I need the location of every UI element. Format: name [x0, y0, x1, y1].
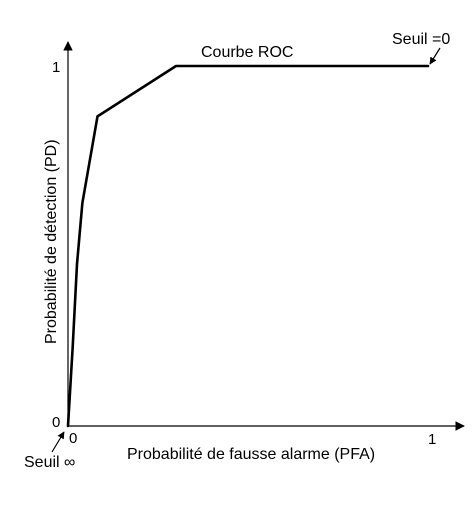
annotation-seuil-infini: Seuil ∞ — [24, 454, 75, 471]
y-tick-label-0: 0 — [52, 414, 60, 431]
x-tick-label-0: 0 — [69, 430, 77, 447]
roc-curve-line — [66, 64, 430, 428]
y-tick-label-1: 1 — [52, 59, 60, 76]
series-label-roc: Courbe ROC — [201, 44, 293, 61]
annotation-seuil-zero: Seuil =0 — [392, 31, 450, 48]
y-axis-label: Probabilité de détection (PD) — [43, 139, 60, 344]
x-axis-label: Probabilité de fausse alarme (PFA) — [127, 446, 375, 463]
annotation-seuil-zero-arrow — [429, 47, 441, 65]
x-tick-label-1: 1 — [428, 431, 436, 448]
annotation-seuil-infini-arrow — [51, 431, 65, 453]
